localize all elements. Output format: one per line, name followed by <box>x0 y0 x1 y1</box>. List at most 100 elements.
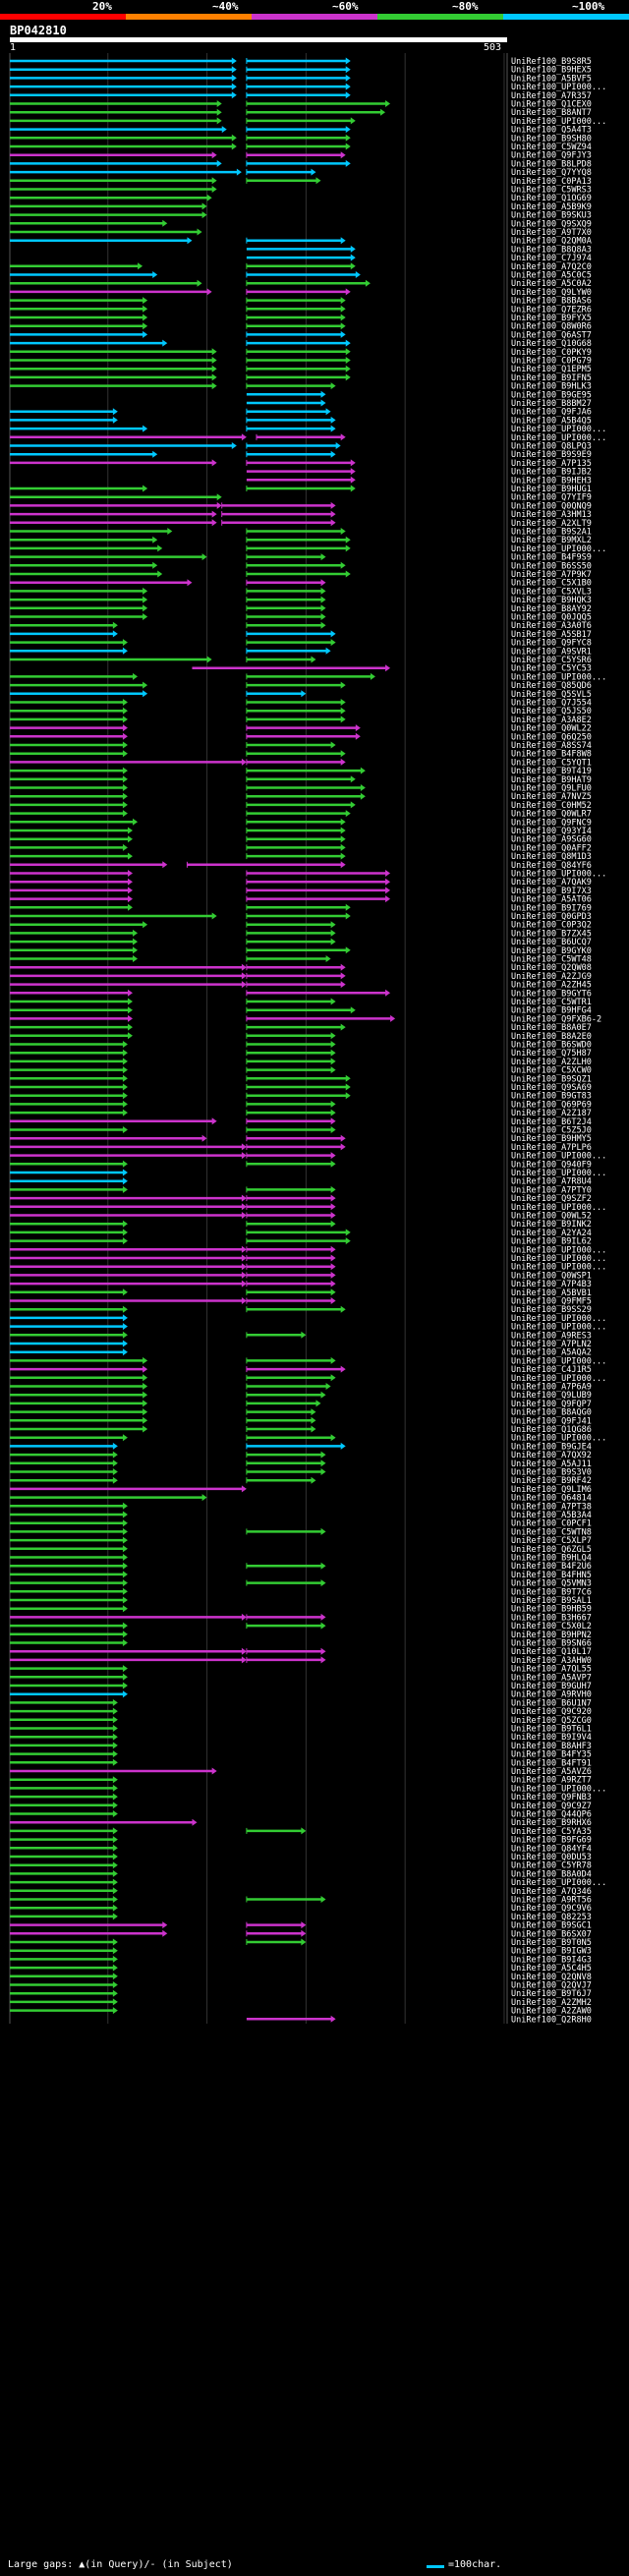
hit-arrow <box>330 1254 336 1262</box>
hit-arrow <box>330 1288 336 1296</box>
hit-row: UniRef100_Q44QP6 <box>10 1810 592 1820</box>
hit-row: UniRef100_Q9FYC8 <box>10 639 592 649</box>
hit-row: UniRef100_C5XLP7 <box>10 1536 592 1546</box>
hit-arrow <box>112 1844 118 1852</box>
hit-label: UniRef100_A3HM13 <box>511 510 592 520</box>
hit-label: UniRef100_B9SQZ1 <box>511 1074 592 1084</box>
hit-arrow <box>345 66 351 74</box>
hit-label: UniRef100_B9HEH3 <box>511 476 592 486</box>
hit-row: UniRef100_B9T6J7 <box>10 1989 592 1999</box>
hit-arrow <box>122 810 128 818</box>
hit-row: UniRef100_B9HB59 <box>10 1605 592 1615</box>
hit-arrow <box>315 1400 321 1407</box>
hit-arrow <box>122 1169 128 1176</box>
hit-row: UniRef100_Q8LPQ3 <box>10 442 592 452</box>
hit-label: UniRef100_A3A8E2 <box>511 716 592 725</box>
hit-label: UniRef100_B6U1N7 <box>511 1698 592 1708</box>
hit-arrow <box>340 972 346 980</box>
hit-label: UniRef100_Q1CEX0 <box>511 100 592 110</box>
hit-arrow <box>320 1622 326 1630</box>
hit-label: UniRef100_C7J974 <box>511 254 592 263</box>
hit-row: UniRef100_A9SVR1 <box>10 647 592 657</box>
hit-arrow <box>211 1117 217 1125</box>
hit-arrow <box>380 108 386 116</box>
hit-label: UniRef100_A7QX92 <box>511 1451 592 1460</box>
hit-arrow <box>241 1647 247 1655</box>
scale-legend-text: =100char. <box>448 2559 502 2570</box>
hit-arrow <box>345 288 351 296</box>
hit-arrow <box>241 1271 247 1279</box>
hit-arrow <box>345 810 351 818</box>
hit-arrow <box>112 1981 118 1988</box>
hit-arrow <box>211 1767 217 1775</box>
hit-arrow <box>320 621 326 629</box>
hit-arrow <box>311 1408 316 1416</box>
hit-row: UniRef100_B9HLQ4 <box>10 1554 592 1564</box>
hit-row: UniRef100_B9HMY5 <box>10 1134 592 1144</box>
hit-arrow <box>340 1143 346 1151</box>
hit-arrow <box>152 271 158 278</box>
hit-row: UniRef100_C5YA35 <box>10 1827 592 1837</box>
hit-arrow <box>216 493 222 501</box>
scale-swatch <box>427 2565 444 2568</box>
hit-label: UniRef100_A7PLN2 <box>511 1340 592 1349</box>
hit-label: UniRef100_Q0WSP1 <box>511 1271 592 1281</box>
hit-arrow <box>340 1134 346 1142</box>
hit-label: UniRef100_Q9SXQ9 <box>511 219 592 229</box>
hit-arrow <box>112 1955 118 1963</box>
hit-row: UniRef100_B6UCQ7 <box>10 938 592 947</box>
hit-arrow <box>122 1536 128 1544</box>
hit-row: UniRef100_A5C4H5 <box>10 1964 592 1974</box>
hit-arrow <box>133 672 139 680</box>
hit-arrow <box>340 681 346 689</box>
hit-arrow <box>231 66 237 74</box>
hit-label: UniRef100_B8A2E0 <box>511 1032 592 1042</box>
hit-arrow <box>350 775 356 783</box>
hit-label: UniRef100_C5WZ94 <box>511 143 592 152</box>
hit-arrow <box>241 1613 247 1621</box>
hit-row: UniRef100_Q64814 <box>10 1494 592 1504</box>
hit-label: UniRef100_A7PLP6 <box>511 1143 592 1153</box>
hit-label: UniRef100_Q1QG86 <box>511 1425 592 1435</box>
hit-arrow <box>211 373 217 381</box>
hit-label: UniRef100_B9IGW3 <box>511 1947 592 1957</box>
hit-row: UniRef100_Q2QVJ7 <box>10 1981 592 1991</box>
hit-row: UniRef100_A5C0C5 <box>10 271 592 281</box>
hit-label: UniRef100_A5AJ11 <box>511 1460 592 1469</box>
hit-row: UniRef100_C5YQT1 <box>10 758 592 768</box>
hit-label: UniRef100_A7PT38 <box>511 1502 592 1512</box>
hit-arrow <box>355 724 361 732</box>
hit-row: UniRef100_B8LPD8 <box>10 159 592 169</box>
hit-arrow <box>127 903 133 911</box>
hit-arrow <box>320 1647 326 1655</box>
hit-arrow <box>157 570 163 578</box>
hit-label: UniRef100_Q9FQP7 <box>511 1400 592 1409</box>
hit-row: UniRef100_A7NVZ5 <box>10 792 592 802</box>
hit-arrow <box>350 1006 356 1014</box>
legend-label-5: ~100% <box>572 0 605 13</box>
hit-arrow <box>122 792 128 800</box>
hit-arrow <box>211 912 217 920</box>
hit-arrow <box>143 425 148 432</box>
hit-label: UniRef100_B9GYK0 <box>511 946 592 956</box>
hit-arrow <box>340 1442 346 1450</box>
hit-label: UniRef100_C5X0L2 <box>511 1622 592 1631</box>
hit-arrow <box>330 1126 336 1133</box>
hit-label: UniRef100_A7P4B3 <box>511 1280 592 1289</box>
hit-row: UniRef100_Q9FNC9 <box>10 818 592 828</box>
gaps-legend-text: Large gaps: ▲(in Query)/- (in Subject) <box>8 2559 233 2570</box>
legend-label-3: ~60% <box>332 0 359 13</box>
hit-label: UniRef100_A2ZMH2 <box>511 1998 592 2008</box>
hit-arrow <box>345 1092 351 1100</box>
hit-arrow <box>345 1229 351 1236</box>
hit-arrow <box>345 570 351 578</box>
hit-arrow <box>197 228 202 236</box>
hit-label: UniRef100_A7Q2C0 <box>511 262 592 272</box>
hit-arrow <box>112 1887 118 1895</box>
hit-row: UniRef100_Q9LYW0 <box>10 288 592 298</box>
hit-arrow <box>340 852 346 860</box>
hit-row: UniRef100_B9HLK3 <box>10 382 592 392</box>
hit-arrow <box>330 1297 336 1304</box>
hit-arrow <box>206 288 212 296</box>
hit-arrow <box>122 1185 128 1193</box>
